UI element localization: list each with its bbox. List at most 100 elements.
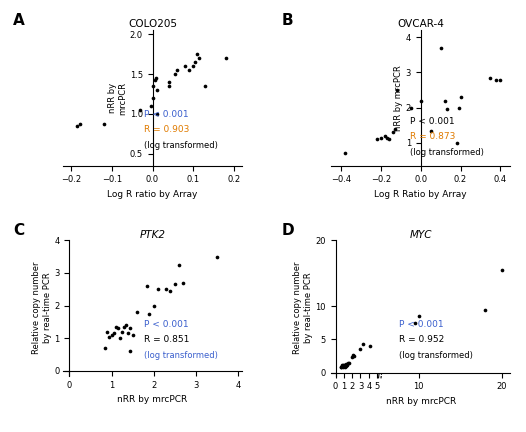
- X-axis label: Log R ratio by Array: Log R ratio by Array: [107, 190, 198, 199]
- Point: [342, 362, 350, 369]
- Point: [340, 362, 348, 369]
- Point: [407, 104, 415, 111]
- Point: [145, 310, 154, 317]
- Point: [170, 281, 179, 288]
- Point: [99, 120, 108, 127]
- Text: (log transformed): (log transformed): [399, 351, 473, 360]
- Point: [175, 261, 183, 268]
- Text: R = 0.903: R = 0.903: [144, 125, 189, 134]
- Point: [101, 345, 109, 352]
- Text: A: A: [13, 13, 25, 28]
- Y-axis label: nRR by mrcPCR: nRR by mrcPCR: [394, 65, 403, 131]
- Point: [338, 362, 346, 369]
- Point: [153, 111, 161, 118]
- Point: [153, 86, 161, 93]
- Point: [389, 129, 397, 136]
- Point: [498, 267, 506, 273]
- Point: [151, 75, 160, 82]
- Point: [181, 63, 189, 70]
- Text: D: D: [281, 222, 294, 238]
- Text: (log transformed): (log transformed): [144, 141, 217, 150]
- Point: [373, 136, 381, 143]
- Point: [120, 324, 128, 330]
- Point: [338, 363, 347, 370]
- Point: [440, 97, 449, 104]
- Point: [107, 332, 116, 339]
- Point: [154, 286, 162, 293]
- Point: [143, 283, 151, 289]
- Text: P < 0.001: P < 0.001: [410, 117, 454, 126]
- Point: [105, 333, 114, 340]
- Point: [128, 332, 137, 339]
- Point: [166, 287, 175, 294]
- Point: [122, 322, 130, 329]
- Point: [133, 309, 141, 316]
- Point: [336, 364, 345, 371]
- Text: P < 0.001: P < 0.001: [144, 320, 188, 329]
- Point: [116, 335, 124, 342]
- Point: [338, 362, 347, 369]
- Point: [195, 55, 204, 62]
- Y-axis label: Relative copy number
by real-time PCR: Relative copy number by real-time PCR: [32, 262, 52, 354]
- Point: [201, 83, 209, 89]
- Point: [118, 328, 126, 335]
- Point: [173, 67, 181, 73]
- Point: [149, 302, 158, 309]
- Point: [383, 134, 391, 141]
- Y-axis label: Relative copy number
by real-time PCR: Relative copy number by real-time PCR: [293, 262, 312, 354]
- Text: R = 0.952: R = 0.952: [399, 335, 444, 344]
- Point: [126, 348, 135, 355]
- Text: P < 0.001: P < 0.001: [144, 110, 188, 119]
- Point: [385, 136, 393, 143]
- Point: [341, 360, 350, 367]
- Text: (log transformed): (log transformed): [410, 148, 484, 157]
- Point: [452, 140, 461, 146]
- Point: [149, 83, 158, 89]
- Point: [391, 125, 399, 132]
- Point: [165, 79, 173, 86]
- Title: OVCAR-4: OVCAR-4: [397, 19, 444, 29]
- Point: [339, 362, 347, 369]
- Point: [340, 361, 349, 368]
- Point: [162, 286, 170, 293]
- Point: [179, 280, 187, 286]
- Point: [359, 341, 367, 348]
- Point: [350, 353, 358, 359]
- Point: [344, 359, 352, 366]
- Title: PTK2: PTK2: [139, 229, 166, 239]
- Point: [417, 97, 425, 104]
- X-axis label: nRR by mrcPCR: nRR by mrcPCR: [117, 395, 188, 404]
- Point: [114, 325, 122, 332]
- Point: [343, 361, 351, 368]
- Point: [481, 306, 490, 313]
- Title: MYC: MYC: [410, 229, 432, 239]
- X-axis label: Log R Ratio by Array: Log R Ratio by Array: [375, 190, 467, 199]
- Text: R = 0.873: R = 0.873: [410, 132, 456, 141]
- X-axis label: nRR by mrcPCR: nRR by mrcPCR: [386, 397, 456, 406]
- Point: [185, 67, 194, 73]
- Point: [427, 127, 435, 134]
- Point: [437, 44, 445, 51]
- Title: COLO205: COLO205: [128, 19, 177, 29]
- Point: [393, 87, 401, 94]
- Point: [496, 76, 504, 83]
- Point: [150, 77, 159, 84]
- Point: [73, 122, 82, 129]
- Point: [457, 94, 465, 101]
- Point: [340, 362, 349, 369]
- Point: [442, 106, 451, 113]
- Point: [221, 55, 230, 62]
- Point: [377, 134, 385, 141]
- Point: [109, 330, 118, 337]
- Point: [410, 320, 419, 327]
- Point: [492, 76, 501, 83]
- Point: [124, 330, 133, 337]
- Point: [189, 63, 197, 70]
- Point: [454, 104, 463, 111]
- Point: [337, 363, 346, 370]
- Point: [165, 83, 173, 89]
- Point: [191, 59, 199, 66]
- Point: [103, 328, 112, 335]
- Point: [349, 351, 357, 358]
- Point: [213, 253, 221, 260]
